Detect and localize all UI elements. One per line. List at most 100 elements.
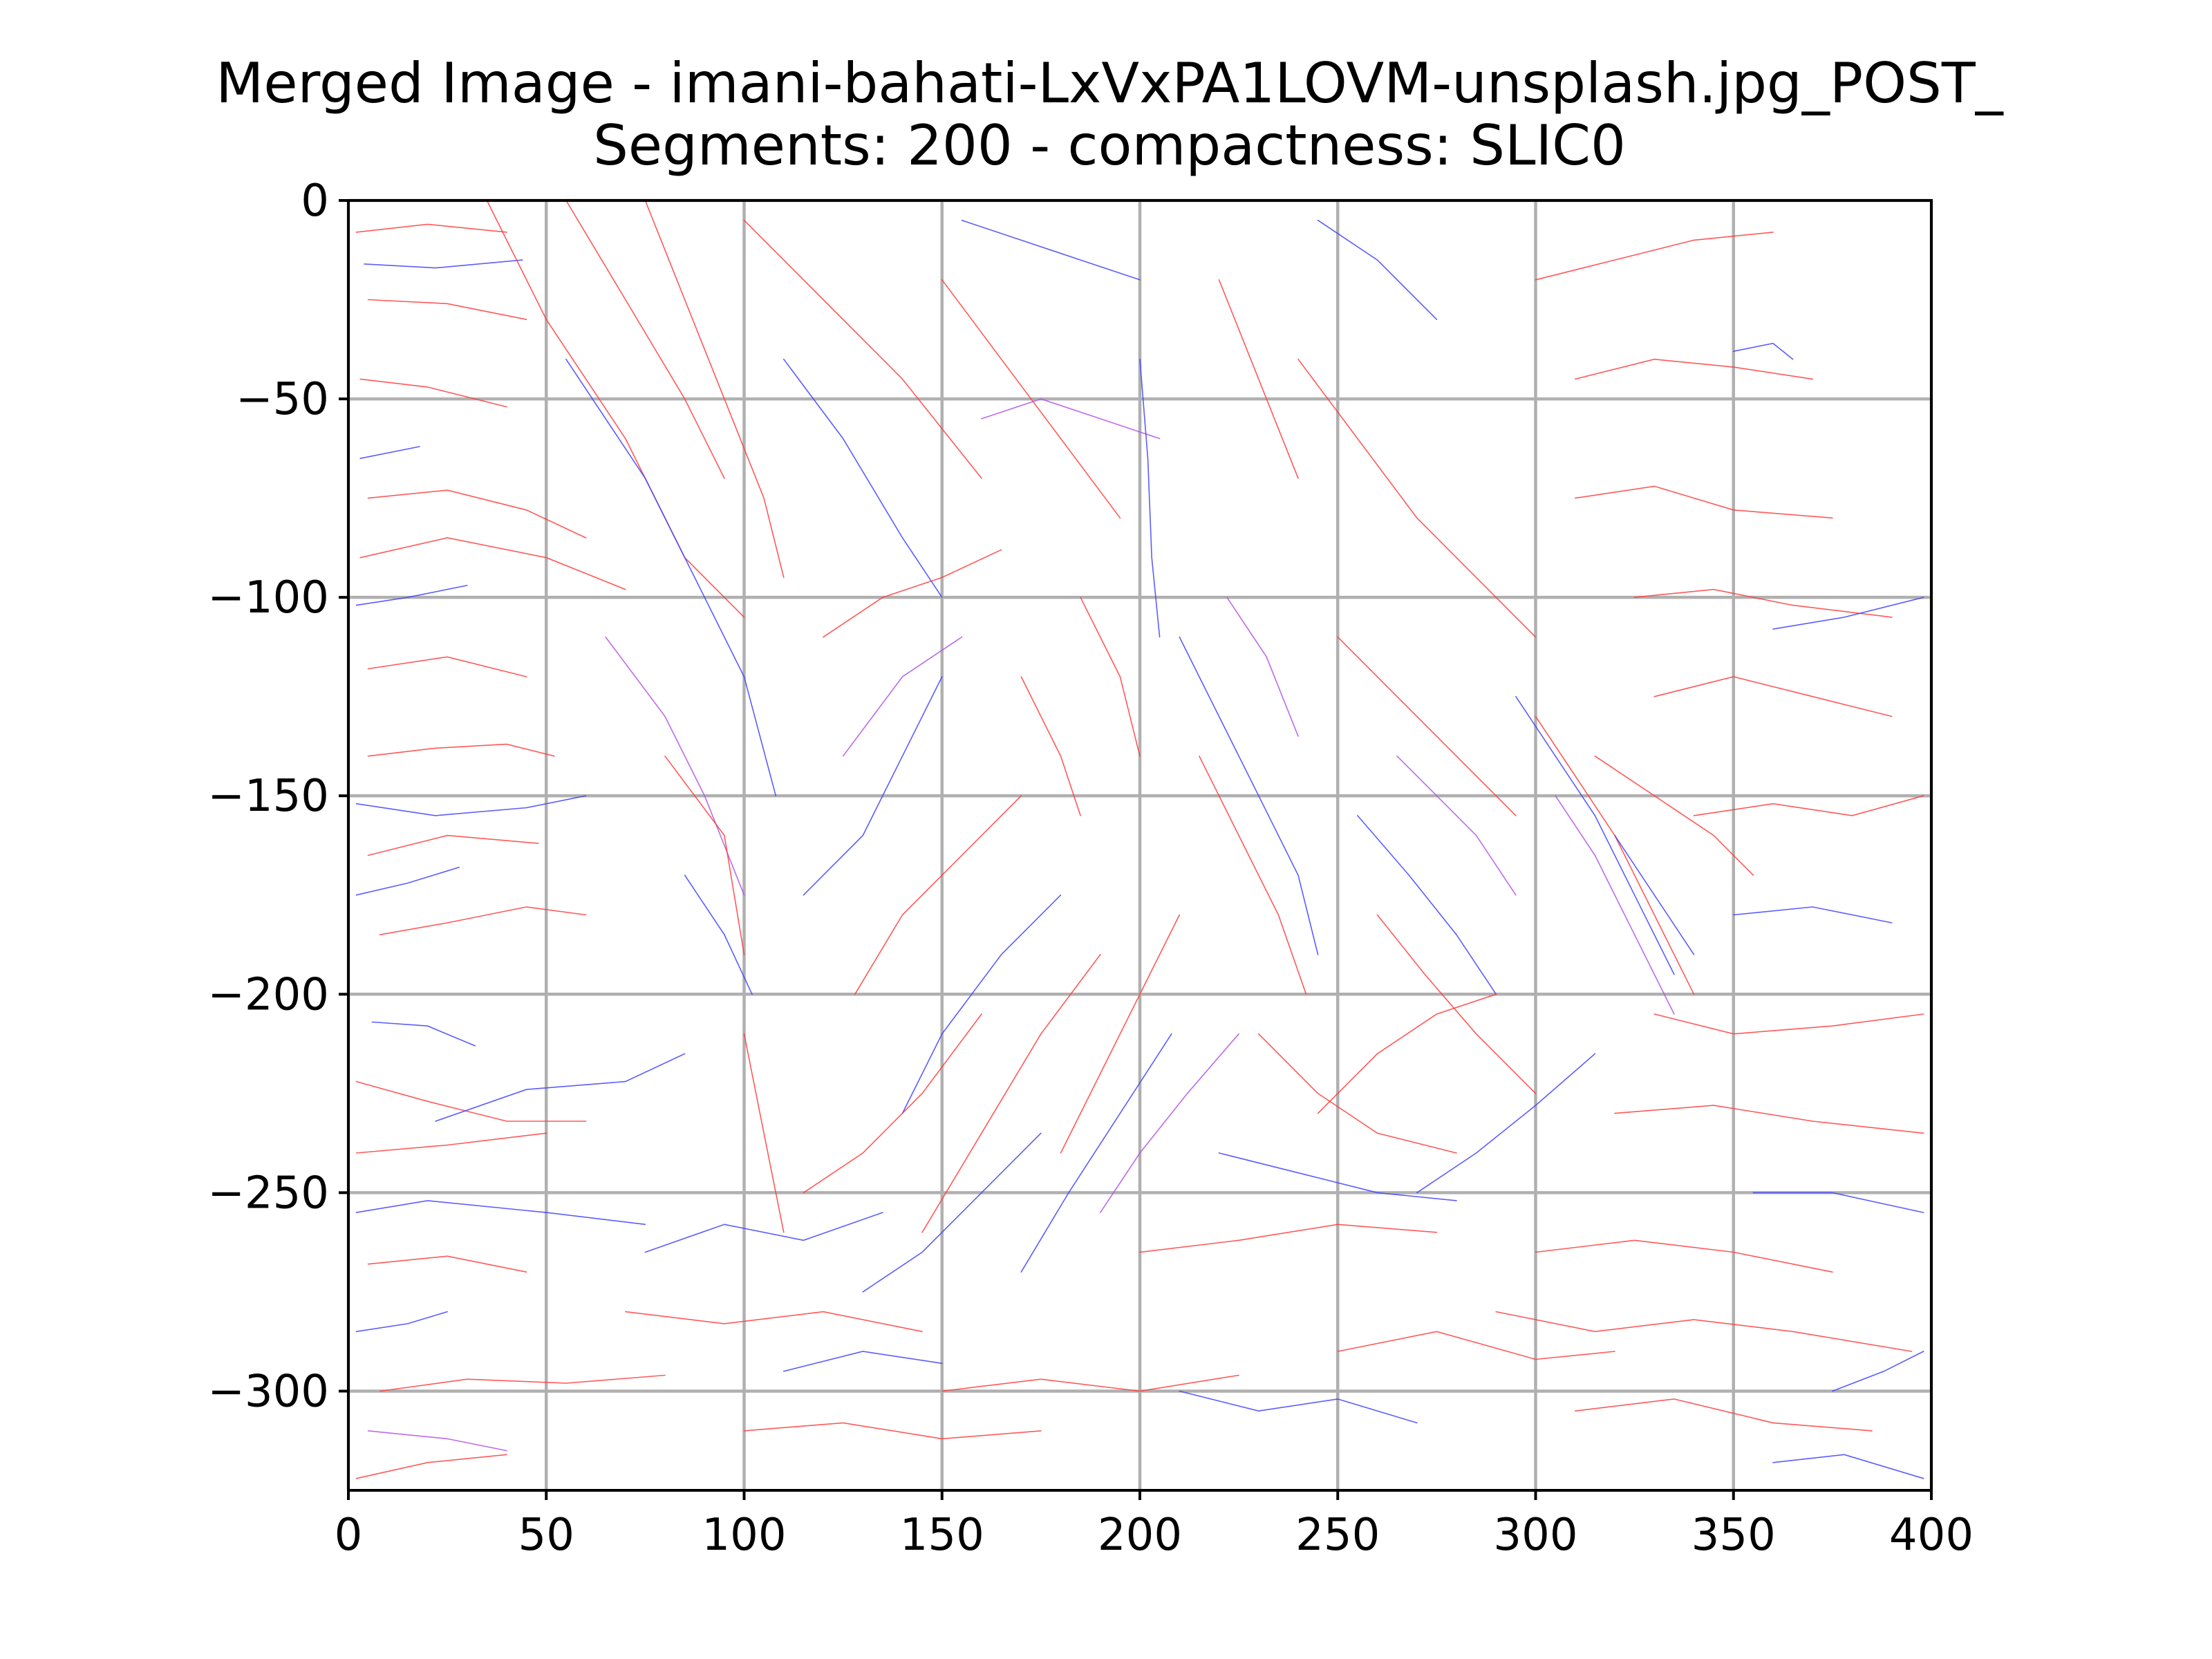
x-tick-label-6: 300: [1493, 1510, 1577, 1561]
grid-layer: [346, 198, 1933, 1490]
series-line-72: [1733, 906, 1893, 924]
series-line-85: [783, 1351, 943, 1372]
series-line-41: [961, 219, 1141, 281]
series-line-53: [1357, 815, 1497, 995]
series-line-17: [355, 1132, 547, 1154]
series-line-64: [1535, 232, 1774, 281]
series-line-25: [565, 200, 725, 479]
x-tick-label-5: 250: [1295, 1510, 1380, 1561]
series-line-15: [355, 1080, 587, 1122]
series-line-4: [359, 446, 420, 460]
series-line-68: [1633, 588, 1893, 618]
series-line-79: [1575, 1398, 1873, 1432]
series-line-58: [1139, 1224, 1438, 1253]
series-line-48: [1199, 756, 1307, 995]
series-line-78: [1832, 1351, 1924, 1392]
series-line-50: [1297, 358, 1537, 638]
chart-title: Merged Image - imani-bahati-LxVxPA1LOVM-…: [216, 51, 2003, 115]
y-tick-label-3: −150: [207, 771, 329, 822]
series-line-8: [367, 656, 527, 677]
series-line-29: [664, 756, 745, 955]
series-line-43: [1080, 597, 1141, 757]
series-line-32: [743, 219, 982, 479]
series-line-93: [1317, 993, 1497, 1114]
series-line-52: [1337, 636, 1517, 816]
series-line-36: [803, 676, 943, 896]
series-line-23: [355, 1454, 507, 1479]
series-line-35: [842, 636, 963, 757]
series-line-74: [1614, 1105, 1924, 1134]
series-line-69: [1772, 597, 1924, 630]
series-line-67: [1575, 485, 1833, 519]
x-tick-label-2: 100: [702, 1510, 786, 1561]
series-line-12: [355, 866, 460, 896]
series-line-71: [1693, 795, 1924, 816]
series-line-22: [367, 1430, 507, 1452]
x-tick-label-1: 50: [518, 1510, 574, 1561]
series-line-61: [1555, 795, 1675, 1015]
series-line-3: [359, 378, 507, 408]
series-line-91: [1020, 1033, 1172, 1273]
series-line-54: [1376, 914, 1537, 1094]
series-line-30: [684, 874, 753, 995]
series-line-65: [1575, 358, 1814, 380]
series-line-1: [364, 259, 523, 269]
series-line-82: [1179, 1390, 1418, 1424]
series-line-19: [367, 1255, 527, 1273]
series-line-87: [644, 1212, 883, 1253]
series-line-51: [1317, 219, 1438, 321]
series-line-77: [1495, 1311, 1913, 1352]
series-line-75: [1752, 1192, 1924, 1213]
y-tick-label-6: −300: [207, 1366, 329, 1417]
series-line-37: [854, 795, 1022, 995]
y-tick-label-2: −100: [207, 572, 329, 624]
series-line-13: [379, 906, 587, 935]
series-line-11: [367, 834, 539, 856]
series-line-16: [435, 1053, 686, 1122]
series-line-63: [1614, 834, 1695, 955]
series-line-31: [743, 1033, 785, 1233]
x-tick-label-8: 400: [1889, 1510, 1974, 1561]
x-tick-label-7: 350: [1691, 1510, 1776, 1561]
series-line-76: [1535, 1239, 1833, 1273]
series-line-45: [1020, 676, 1081, 816]
series-line-89: [862, 1132, 1042, 1293]
series-line-73: [1653, 1013, 1924, 1035]
x-tick-label-0: 0: [335, 1510, 363, 1561]
series-line-55: [1396, 756, 1517, 896]
series-line-83: [941, 1374, 1239, 1392]
y-tick-label-1: −50: [236, 374, 329, 425]
series-line-9: [367, 743, 555, 757]
series-line-7: [355, 585, 468, 606]
series-line-6: [359, 537, 626, 590]
series-line-38: [901, 894, 1062, 1114]
series-line-40: [941, 279, 1121, 519]
x-tick-label-3: 150: [900, 1510, 984, 1561]
series-line-62: [1594, 756, 1754, 876]
series-line-20: [355, 1311, 448, 1333]
chart-subtitle: Segments: 200 - compactness: SLIC0: [593, 113, 1626, 178]
y-tick-label-0: 0: [301, 176, 329, 227]
series-line-34: [823, 549, 1002, 638]
x-tick-label-4: 200: [1098, 1510, 1182, 1561]
series-line-10: [355, 795, 587, 816]
series-line-88: [803, 1013, 982, 1194]
series-line-44: [1139, 358, 1161, 638]
series-line-27: [644, 200, 785, 579]
series-line-39: [921, 954, 1101, 1233]
series-line-49: [1226, 597, 1299, 737]
series-line-0: [355, 223, 507, 233]
plot-area: 0 50 100 150 200 250 300 350 400 0 −50 −100 −150 −200…: [207, 176, 1974, 1561]
series-line-80: [1772, 1454, 1924, 1479]
y-tick-label-4: −200: [207, 969, 329, 1020]
series-line-2: [367, 299, 527, 321]
series-line-60: [1515, 695, 1675, 975]
series-line-84: [743, 1422, 1042, 1440]
series-line-70: [1653, 676, 1893, 718]
series-line-5: [367, 489, 587, 538]
series-line-66: [1733, 342, 1794, 360]
series-line-56: [1258, 1033, 1457, 1154]
series-line-18: [355, 1200, 646, 1226]
series-line-90: [1060, 914, 1181, 1154]
